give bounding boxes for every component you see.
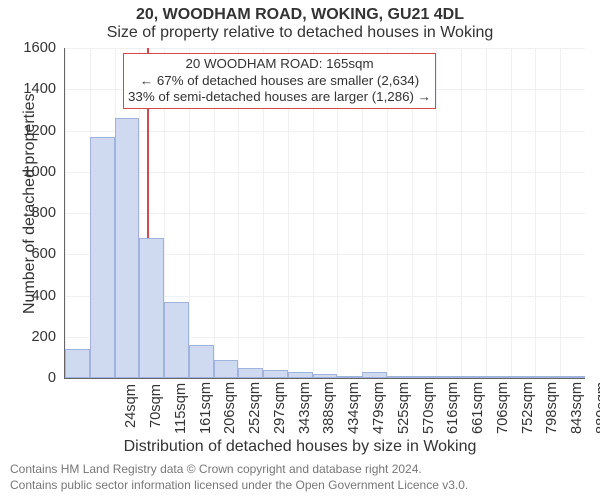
x-tick-label: 525sqm	[396, 384, 412, 434]
histogram-bar	[139, 238, 164, 378]
histogram-bar	[461, 376, 486, 378]
histogram-bar	[511, 376, 536, 378]
grid-line-h	[65, 48, 585, 49]
x-tick-label: 889sqm	[594, 384, 600, 434]
y-tick-label: 1600	[0, 40, 56, 56]
histogram-bar	[313, 374, 338, 378]
x-tick-label: 706sqm	[495, 384, 511, 434]
x-tick-label: 752sqm	[520, 384, 536, 434]
histogram-bar	[387, 376, 412, 378]
x-tick-label: 388sqm	[321, 384, 337, 434]
x-tick-label: 570sqm	[421, 384, 437, 434]
y-tick-label: 200	[0, 329, 56, 345]
chart-title-line1: 20, WOODHAM ROAD, WOKING, GU21 4DL	[0, 6, 600, 24]
x-tick-labels: 24sqm 70sqm 115sqm 161sqm 206sqm 252sqm 297sqm…	[64, 380, 584, 440]
histogram-bar	[288, 372, 313, 378]
y-tick-label: 1000	[0, 164, 56, 180]
histogram-bar	[214, 360, 239, 378]
histogram-bar	[189, 345, 214, 378]
histogram-bar	[337, 376, 362, 378]
histogram-bar	[362, 372, 387, 378]
y-tick-label: 0	[0, 370, 56, 386]
x-tick-label: 434sqm	[346, 384, 362, 434]
histogram-bar	[486, 376, 511, 378]
plot-area: 20 WOODHAM ROAD: 165sqm ← 67% of detache…	[64, 48, 585, 379]
y-tick-label: 1400	[0, 81, 56, 97]
x-tick-label: 616sqm	[445, 384, 461, 434]
annotation-box: 20 WOODHAM ROAD: 165sqm ← 67% of detache…	[123, 53, 436, 109]
x-tick-label: 297sqm	[272, 384, 288, 434]
y-tick-label: 800	[0, 205, 56, 221]
x-tick-label: 161sqm	[198, 384, 214, 434]
histogram-bar	[90, 137, 115, 378]
grid-line-h	[65, 213, 585, 214]
histogram-bar	[535, 376, 560, 378]
x-tick-label: 843sqm	[569, 384, 585, 434]
annotation-line1: 20 WOODHAM ROAD: 165sqm	[128, 56, 431, 73]
y-tick-labels: 02004006008001000120014001600	[0, 48, 60, 378]
histogram-bar	[65, 349, 90, 378]
x-tick-label: 70sqm	[148, 384, 164, 434]
x-tick-label: 252sqm	[247, 384, 263, 434]
annotation-line3: 33% of semi-detached houses are larger (…	[128, 89, 431, 106]
x-tick-label: 343sqm	[297, 384, 313, 434]
chart-container: 20, WOODHAM ROAD, WOKING, GU21 4DL Size …	[0, 0, 600, 500]
x-tick-label: 479sqm	[371, 384, 387, 434]
x-tick-label: 115sqm	[173, 384, 189, 434]
annotation-line2: ← 67% of detached houses are smaller (2,…	[128, 73, 431, 90]
histogram-bar	[412, 376, 437, 378]
y-tick-label: 600	[0, 246, 56, 262]
x-tick-label: 798sqm	[544, 384, 560, 434]
x-tick-label: 661sqm	[470, 384, 486, 434]
histogram-bar	[436, 376, 461, 378]
x-tick-label: 24sqm	[123, 384, 139, 434]
credits-line2: Contains public sector information licen…	[10, 478, 468, 492]
y-tick-label: 400	[0, 288, 56, 304]
y-tick-label: 1200	[0, 123, 56, 139]
grid-line-h	[65, 131, 585, 132]
chart-title-line2: Size of property relative to detached ho…	[0, 24, 600, 42]
histogram-bar	[115, 118, 140, 378]
histogram-bar	[238, 368, 263, 378]
x-axis-label: Distribution of detached houses by size …	[0, 438, 600, 456]
x-tick-label: 206sqm	[222, 384, 238, 434]
grid-line-h	[65, 172, 585, 173]
histogram-bar	[560, 376, 585, 378]
histogram-bar	[164, 302, 189, 378]
histogram-bar	[263, 370, 288, 378]
credits-line1: Contains HM Land Registry data © Crown c…	[10, 462, 422, 476]
